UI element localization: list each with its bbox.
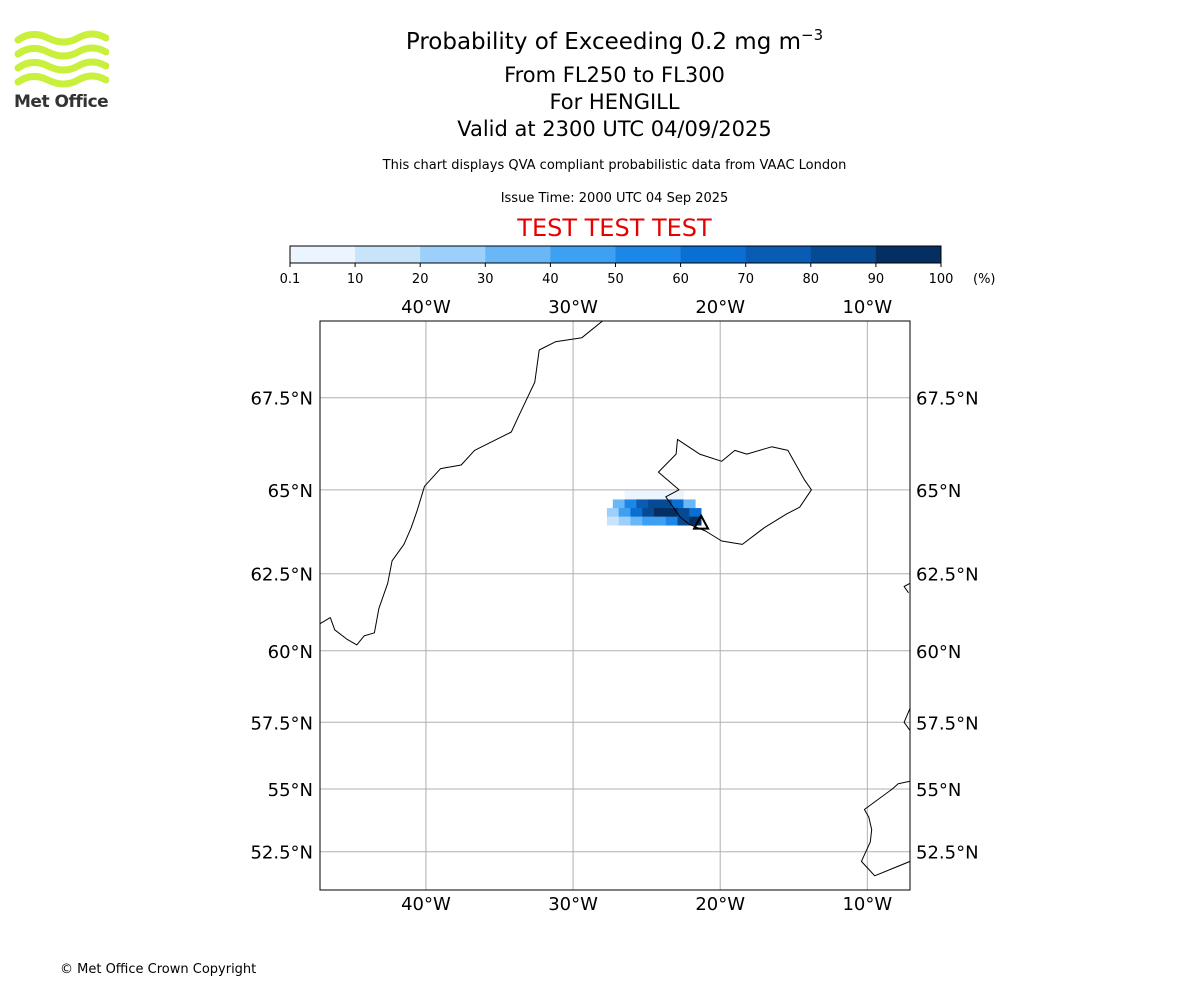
probability-cell	[677, 508, 690, 518]
probability-field	[606, 490, 702, 526]
lat-tick-label: 67.5°N	[250, 389, 313, 410]
title-exponent: −3	[801, 26, 824, 44]
lat-tick-label: 62.5°N	[916, 565, 979, 586]
lat-tick-label: 52.5°N	[916, 843, 979, 864]
colorbar-tick-label: 80	[803, 272, 820, 287]
colorbar-segment	[615, 246, 682, 263]
test-banner: TEST TEST TEST	[517, 214, 712, 242]
lat-tick-label: 62.5°N	[250, 565, 313, 586]
probability-cell	[606, 516, 620, 526]
probability-cell	[659, 490, 673, 500]
probability-cell	[642, 516, 655, 526]
probability-cell	[653, 516, 667, 526]
lon-tick-label: 30°W	[548, 297, 598, 318]
lon-tick-label: 40°W	[401, 297, 451, 318]
probability-cell	[665, 516, 678, 526]
coastline	[903, 708, 910, 731]
coastline	[320, 321, 605, 646]
colorbar-tick-label: 100	[929, 272, 954, 287]
lat-tick-label: 52.5°N	[250, 843, 313, 864]
colorbar-tick-label: 40	[542, 272, 559, 287]
logo-waves-icon	[14, 30, 109, 88]
colorbar-tick-label: 60	[672, 272, 689, 287]
colorbar-segment	[810, 246, 877, 263]
lat-tick-label: 57.5°N	[916, 713, 979, 734]
probability-cell	[689, 508, 702, 518]
probability-cell	[671, 490, 684, 500]
lat-tick-label: 55°N	[916, 780, 961, 801]
probability-cell	[653, 508, 667, 518]
probability-cell	[671, 499, 684, 509]
title-prefix: Probability of Exceeding 0.2 mg m	[405, 29, 802, 55]
probability-cell	[648, 499, 661, 509]
probability-cell	[689, 516, 702, 526]
lon-tick-label: 40°W	[401, 894, 451, 915]
lon-tick-label: 10°W	[842, 297, 892, 318]
probability-cell	[636, 499, 649, 509]
probability-cell	[606, 508, 620, 518]
colorbar-tick-label: 30	[477, 272, 494, 287]
copyright: © Met Office Crown Copyright	[60, 962, 257, 977]
probability-cell	[630, 508, 643, 518]
lon-tick-label: 20°W	[695, 894, 745, 915]
volcano-icon	[692, 513, 710, 530]
lat-tick-label: 65°N	[268, 481, 313, 502]
colorbar-tick-label: 20	[412, 272, 429, 287]
probability-cell	[618, 508, 631, 518]
lat-tick-label: 67.5°N	[916, 389, 979, 410]
probability-cell	[659, 499, 673, 509]
colorbar-segment	[875, 246, 942, 263]
coastline	[860, 780, 910, 877]
chart-title: Probability of Exceeding 0.2 mg m−3	[0, 26, 1200, 55]
map-frame	[319, 320, 911, 891]
colorbar-segment	[485, 246, 551, 263]
colorbar-tick-label: 90	[868, 272, 885, 287]
volcano-marker	[692, 513, 710, 530]
probability-cell	[683, 499, 696, 509]
issue-time: Issue Time: 2000 UTC 04 Sep 2025	[500, 191, 729, 206]
volcano-name: For HENGILL	[549, 90, 680, 114]
graticule	[320, 321, 910, 890]
probability-cell	[624, 490, 637, 500]
colorbar-segment	[355, 246, 421, 263]
flight-level-range: From FL250 to FL300	[504, 63, 725, 87]
lat-tick-label: 65°N	[916, 481, 961, 502]
probability-cell	[624, 499, 637, 509]
coastline	[657, 438, 812, 545]
lat-tick-label: 55°N	[268, 780, 313, 801]
probability-cell	[618, 516, 631, 526]
colorbar-segment	[745, 246, 812, 263]
lat-tick-label: 60°N	[268, 642, 313, 663]
colorbar-segment	[420, 246, 486, 263]
colorbar-tick-label: 10	[347, 272, 364, 287]
colorbar-segment	[680, 246, 747, 263]
probability-cell	[630, 516, 643, 526]
logo-text: Met Office	[14, 92, 109, 112]
probability-cell	[665, 508, 678, 518]
probability-cell	[642, 508, 655, 518]
lat-tick-label: 57.5°N	[250, 713, 313, 734]
probability-cell	[648, 490, 661, 500]
colorbar-segment	[550, 246, 616, 263]
probability-cell	[677, 516, 690, 526]
coastline	[903, 582, 910, 594]
lon-tick-label: 30°W	[548, 894, 598, 915]
axis-tick-labels: 40°W 40°W 30°W 30°W 20°W 20°W 10°W 10°W 67.5°N 67…	[250, 297, 978, 915]
disclaimer: This chart displays QVA compliant probab…	[382, 158, 847, 173]
colorbar-tick-label: 50	[607, 272, 624, 287]
probability-cell	[612, 499, 625, 509]
colorbar-segment	[290, 246, 356, 263]
valid-time: Valid at 2300 UTC 04/09/2025	[457, 117, 772, 141]
colorbar-tick-label: 70	[737, 272, 754, 287]
lat-tick-label: 60°N	[916, 642, 961, 663]
probability-cell	[636, 490, 649, 500]
met-office-logo	[14, 30, 109, 112]
colorbar-unit: (%)	[973, 272, 996, 287]
coastlines	[320, 321, 910, 877]
colorbar: 0.1 10 20 30 40 50 60 70 80 90 100	[280, 245, 954, 287]
lon-tick-label: 20°W	[695, 297, 745, 318]
colorbar-tick-label: 0.1	[280, 272, 301, 287]
lon-tick-label: 10°W	[842, 894, 892, 915]
